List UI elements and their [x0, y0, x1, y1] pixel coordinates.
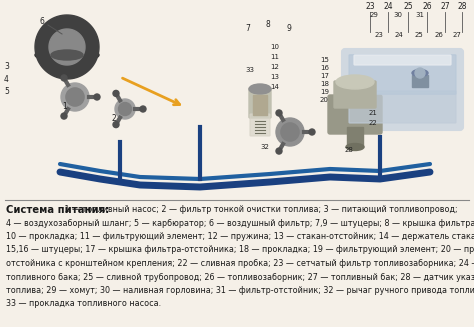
Text: 16: 16 — [320, 65, 329, 71]
Circle shape — [61, 113, 67, 119]
Circle shape — [415, 68, 425, 78]
Text: 18: 18 — [320, 81, 329, 87]
Text: 1 — топливный насос; 2 — фильтр тонкой очистки топлива; 3 — питающий топливопров: 1 — топливный насос; 2 — фильтр тонкой о… — [62, 205, 457, 214]
Text: 5: 5 — [4, 87, 9, 96]
Circle shape — [66, 88, 84, 106]
Text: 26: 26 — [422, 2, 432, 11]
Circle shape — [281, 123, 299, 141]
Circle shape — [61, 83, 89, 111]
FancyBboxPatch shape — [334, 81, 376, 108]
Ellipse shape — [336, 75, 374, 89]
Text: 30: 30 — [393, 12, 402, 18]
Text: 27: 27 — [453, 32, 462, 38]
Circle shape — [113, 90, 119, 96]
Text: 17: 17 — [320, 73, 329, 79]
Text: 1: 1 — [62, 102, 67, 111]
Text: 15,16 — штуцеры; 17 — крышка фильтра-отстойника; 18 — прокладка; 19 — фильтрующи: 15,16 — штуцеры; 17 — крышка фильтра-отс… — [6, 246, 474, 254]
Text: 23: 23 — [375, 32, 384, 38]
Text: 2: 2 — [112, 114, 117, 123]
Text: 33 — прокладка топливного насоса.: 33 — прокладка топливного насоса. — [6, 300, 161, 308]
Circle shape — [276, 148, 282, 154]
Ellipse shape — [35, 48, 99, 62]
Text: 12: 12 — [270, 64, 279, 70]
Text: топливного бака; 25 — сливной трубопровод; 26 — топливозаборник; 27 — топливный : топливного бака; 25 — сливной трубопрово… — [6, 272, 474, 282]
FancyBboxPatch shape — [328, 95, 382, 134]
FancyBboxPatch shape — [249, 88, 271, 118]
Text: 28: 28 — [457, 2, 467, 11]
Text: 3: 3 — [4, 62, 9, 71]
Ellipse shape — [412, 70, 428, 77]
Circle shape — [115, 99, 135, 119]
Bar — [412, 75, 428, 87]
Ellipse shape — [346, 144, 364, 150]
Circle shape — [61, 75, 67, 81]
Bar — [347, 127, 363, 147]
Text: 26: 26 — [435, 32, 444, 38]
Text: 15: 15 — [320, 57, 329, 63]
Text: 23: 23 — [365, 2, 375, 11]
Text: 13: 13 — [270, 74, 279, 80]
FancyBboxPatch shape — [349, 91, 456, 123]
Text: 11: 11 — [270, 54, 279, 60]
Text: 28: 28 — [345, 147, 354, 153]
Text: 25: 25 — [403, 2, 413, 11]
Text: 29: 29 — [370, 12, 379, 18]
Text: 10: 10 — [270, 44, 279, 50]
Text: 31: 31 — [415, 12, 424, 18]
Text: 33: 33 — [245, 67, 254, 73]
Polygon shape — [49, 29, 85, 65]
Bar — [253, 95, 267, 115]
Text: 25: 25 — [415, 32, 424, 38]
Circle shape — [113, 122, 119, 128]
Circle shape — [276, 110, 282, 116]
Text: Система питания:: Система питания: — [6, 205, 109, 215]
Text: 21: 21 — [369, 110, 378, 116]
Text: 8: 8 — [266, 20, 271, 29]
FancyBboxPatch shape — [349, 55, 456, 94]
FancyBboxPatch shape — [0, 0, 474, 202]
FancyBboxPatch shape — [354, 55, 451, 65]
Text: 22: 22 — [369, 120, 378, 126]
Circle shape — [140, 106, 146, 112]
Circle shape — [94, 94, 100, 100]
Polygon shape — [35, 15, 99, 79]
Text: 9: 9 — [287, 24, 292, 33]
Text: 32: 32 — [260, 144, 269, 150]
Text: 14: 14 — [270, 84, 279, 90]
Text: 4: 4 — [4, 75, 9, 84]
Ellipse shape — [249, 84, 271, 94]
Circle shape — [276, 118, 304, 146]
Text: 24: 24 — [395, 32, 404, 38]
Text: 20: 20 — [320, 97, 329, 103]
Text: 7: 7 — [245, 24, 250, 33]
Text: 6: 6 — [40, 17, 45, 26]
Text: 24: 24 — [383, 2, 393, 11]
Text: 27: 27 — [440, 2, 450, 11]
Text: топлива; 29 — хомут; 30 — наливная горловина; 31 — фильтр-отстойник; 32 — рычаг : топлива; 29 — хомут; 30 — наливная горло… — [6, 286, 474, 295]
Ellipse shape — [51, 50, 83, 60]
Text: 19: 19 — [320, 89, 329, 95]
FancyBboxPatch shape — [250, 114, 270, 136]
Circle shape — [309, 129, 315, 135]
Circle shape — [118, 102, 131, 115]
Text: 10 — прокладка; 11 — фильтрующий элемент; 12 — пружина; 13 — стакан-отстойник; 1: 10 — прокладка; 11 — фильтрующий элемент… — [6, 232, 474, 241]
Text: отстойника с кронштейном крепления; 22 — сливная пробка; 23 — сетчатый фильтр то: отстойника с кронштейном крепления; 22 —… — [6, 259, 474, 268]
FancyBboxPatch shape — [342, 49, 463, 130]
Text: 4 — воздухозаборный шланг; 5 — карбюратор; 6 — воздушный фильтр; 7,9 — штуцеры; : 4 — воздухозаборный шланг; 5 — карбюрато… — [6, 218, 474, 228]
